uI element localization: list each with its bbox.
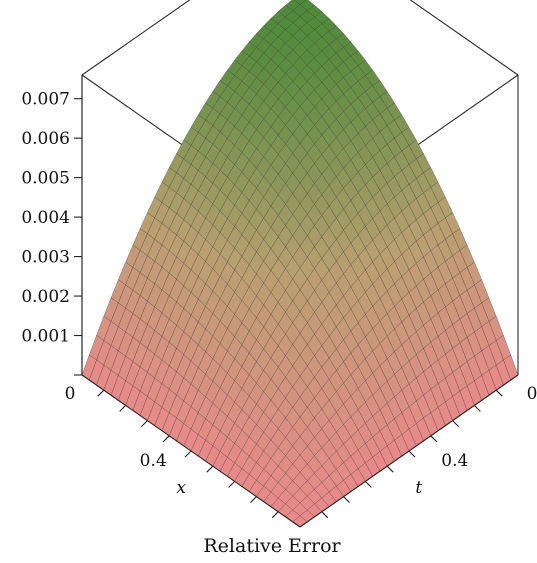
x-axis-tick	[119, 405, 126, 412]
t-axis-tick	[365, 481, 372, 488]
x-axis-tick	[184, 450, 192, 458]
axes	[74, 75, 519, 528]
surface-mesh	[81, 0, 519, 528]
x-axis-tick	[250, 496, 257, 503]
z-tick-label: 0.002	[21, 287, 70, 307]
z-tick-label: 0.006	[21, 129, 70, 149]
t-axis-tick	[474, 405, 481, 412]
z-tick-label: 0.001	[21, 327, 70, 347]
x-axis-name: x	[176, 478, 186, 498]
z-tick-label: 0.003	[21, 248, 70, 268]
t-tick-label: 0	[527, 384, 537, 404]
plot-caption: Relative Error	[203, 535, 341, 557]
t-axis-tick	[430, 435, 438, 443]
x-tick-label: 0	[65, 384, 76, 404]
t-axis-tick	[452, 420, 459, 427]
t-axis-tick	[386, 465, 394, 473]
z-tick-label: 0.004	[21, 208, 70, 228]
z-tick-label: 0.007	[21, 90, 70, 110]
t-axis-tick	[321, 511, 329, 519]
x-axis-tick	[97, 389, 105, 397]
t-axis-tick	[408, 450, 416, 458]
box-edge	[409, 0, 519, 76]
box-edge	[81, 0, 191, 76]
x-axis-tick	[141, 420, 148, 427]
t-axis-tick	[495, 389, 503, 397]
t-tick-label: 0.4	[441, 451, 468, 471]
t-axis-tick	[343, 496, 350, 503]
z-tick-label: 0.005	[21, 169, 70, 189]
axis-labels: 0.001 0.002 0.003 0.004 0.005 0.006 0.007 0 0.4 x…	[21, 90, 537, 499]
x-axis-tick	[162, 435, 170, 443]
x-tick-label: 0.4	[140, 451, 167, 471]
x-axis-tick	[228, 481, 235, 488]
x-axis-tick	[206, 465, 214, 473]
t-axis-name: t	[415, 478, 422, 498]
x-axis-tick	[271, 511, 279, 519]
